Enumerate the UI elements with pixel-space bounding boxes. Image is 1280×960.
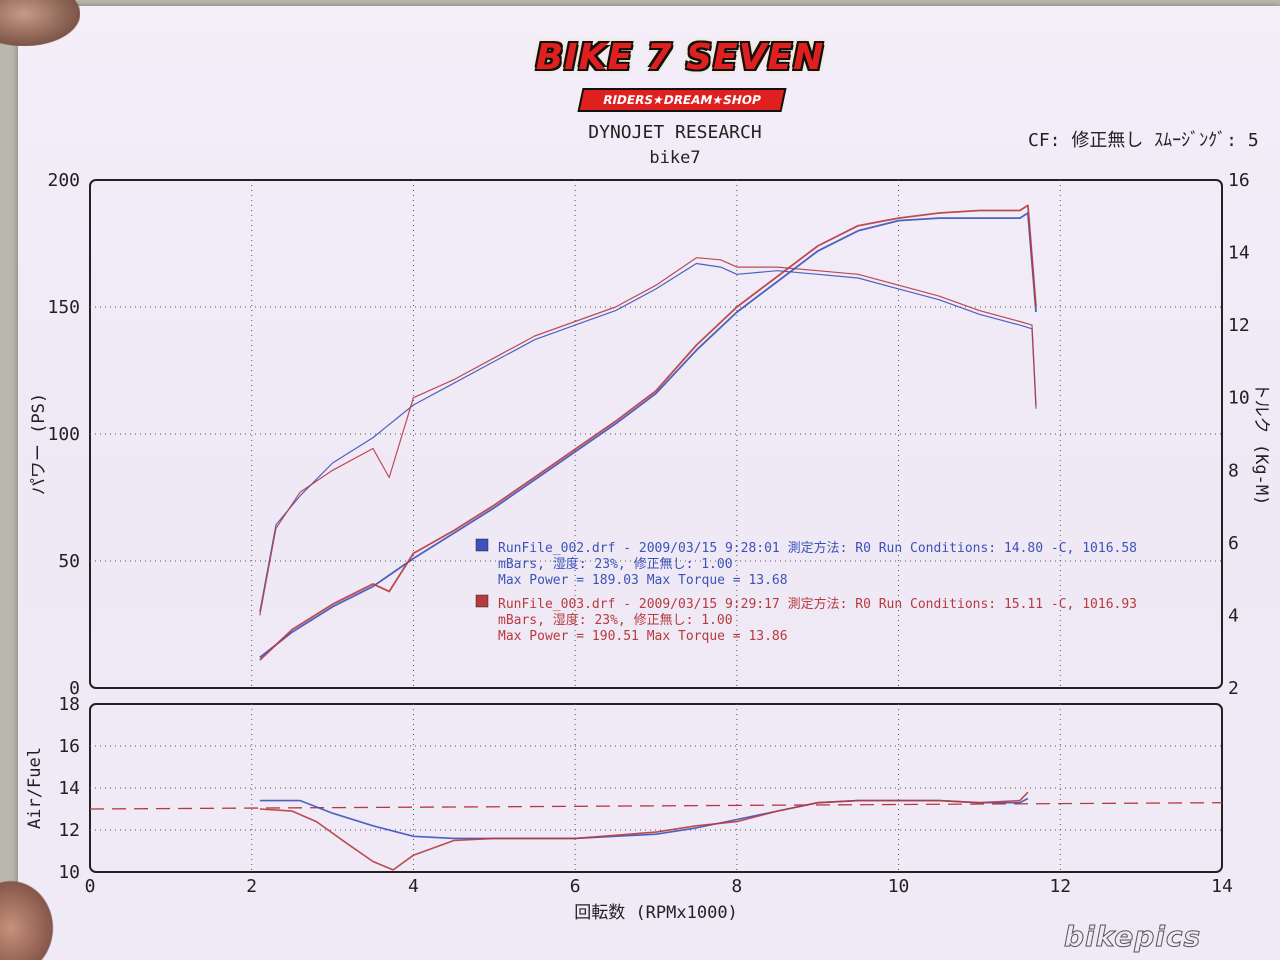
x-axis-label: 回転数 (RPMx1000) [574, 903, 738, 923]
x-tick-label: 0 [85, 876, 96, 897]
legend-run2-line3: Max Power = 190.51 Max Torque = 13.86 [498, 629, 788, 644]
y2-tick-label: 14 [1228, 243, 1250, 264]
page-title: DYNOJET RESEARCH [588, 122, 762, 143]
x-tick-label: 8 [731, 876, 742, 897]
y-tick-label: 150 [47, 297, 80, 318]
chart-legend: RunFile_002.drf - 2009/03/15 9:28:01 測定方… [475, 538, 1137, 644]
legend-run1-line1: RunFile_002.drf - 2009/03/15 9:28:01 測定方… [498, 540, 1137, 556]
y-tick-label: 50 [58, 551, 80, 572]
torque-line-RunFile_003 [259, 257, 1037, 616]
y2-axis-label: トルク (Kg-M) [1251, 383, 1271, 506]
legend-run2-line2: mBars, 湿度: 23%, 修正無し: 1.00 [498, 612, 733, 628]
y2-tick-label: 2 [1228, 678, 1239, 699]
y-tick-label: 200 [47, 170, 80, 191]
af-y-tick-label: 14 [58, 778, 80, 799]
legend-run1-line2: mBars, 湿度: 23%, 修正無し: 1.00 [498, 556, 733, 572]
x-tick-label: 4 [408, 876, 419, 897]
y-tick-label: 0 [69, 678, 80, 699]
y2-tick-label: 8 [1228, 460, 1239, 481]
x-tick-label: 6 [570, 876, 581, 897]
af-y-axis-label: Air/Fuel [25, 747, 45, 829]
af-reference-line [89, 802, 1223, 810]
y2-tick-label: 6 [1228, 533, 1239, 554]
finger [0, 0, 80, 46]
y-axis-label: パワー (PS) [29, 393, 49, 495]
x-tick-label: 14 [1211, 876, 1233, 897]
af-y-tick-label: 18 [58, 694, 80, 715]
x-tick-label: 12 [1049, 876, 1071, 897]
y2-tick-label: 16 [1228, 170, 1250, 191]
finger [0, 880, 54, 960]
y2-tick-label: 12 [1228, 315, 1250, 336]
legend-run2-line1: RunFile_003.drf - 2009/03/15 9:29:17 測定方… [498, 596, 1137, 612]
bike7-logo: BIKE 7 SEVEN RIDERS★DREAM★SHOP [532, 28, 828, 116]
af-y-tick-label: 10 [58, 862, 80, 883]
power-line-RunFile_003 [259, 204, 1037, 661]
x-tick-label: 10 [888, 876, 910, 897]
correction-factor-label: CF: 修正無し ｽﾑｰｼﾞﾝｸﾞ: 5 [1028, 130, 1259, 151]
page-subtitle: bike7 [649, 148, 701, 168]
af-line-RunFile_003 [259, 791, 1029, 871]
watermark: bikepics [1063, 920, 1202, 954]
dyno-sheet [18, 6, 1280, 960]
y2-tick-label: 4 [1228, 605, 1239, 626]
logo-text: BIKE 7 SEVEN [535, 37, 825, 78]
y-tick-label: 100 [47, 424, 80, 445]
torque-line-RunFile_002 [259, 262, 1037, 612]
x-tick-label: 2 [246, 876, 257, 897]
af-y-tick-label: 12 [58, 820, 80, 841]
af-y-tick-label: 16 [58, 736, 80, 757]
y2-tick-label: 10 [1228, 388, 1250, 409]
legend-swatch-run1 [475, 538, 489, 552]
legend-run1-line3: Max Power = 189.03 Max Torque = 13.68 [498, 573, 788, 588]
power-line-RunFile_002 [259, 212, 1037, 659]
legend-swatch-run2 [475, 594, 489, 608]
